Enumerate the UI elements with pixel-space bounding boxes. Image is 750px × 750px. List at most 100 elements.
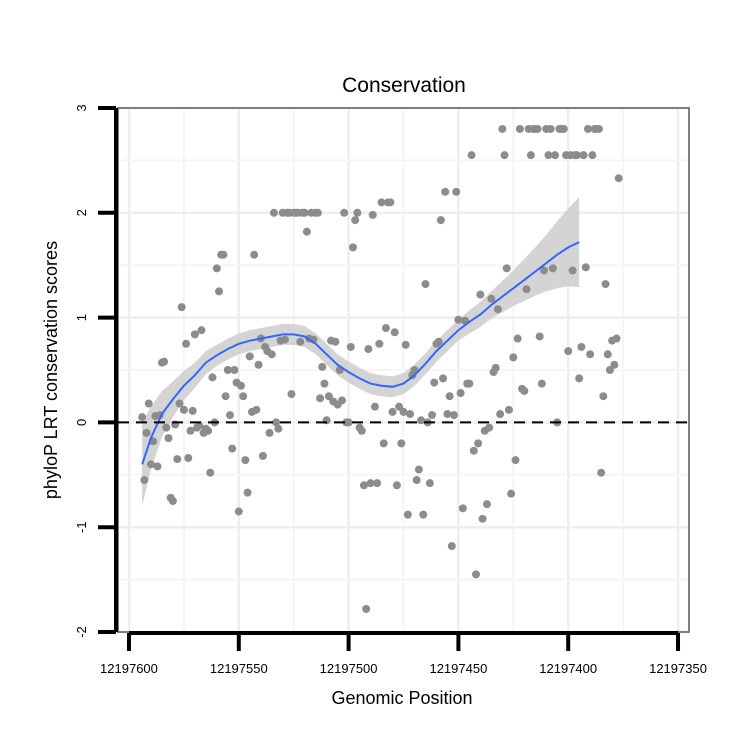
data-point <box>146 460 155 469</box>
x-axis-title: Genomic Position <box>331 688 472 708</box>
data-point <box>520 386 529 395</box>
data-point <box>230 366 239 374</box>
data-point <box>450 411 459 420</box>
data-point <box>577 342 586 351</box>
data-point <box>445 392 454 401</box>
data-point <box>474 439 483 448</box>
x-tick-label: 12197450 <box>429 661 487 676</box>
data-point <box>414 465 423 474</box>
data-point <box>375 339 384 348</box>
data-point <box>357 426 366 435</box>
data-point <box>491 363 500 372</box>
plot-panel <box>117 106 690 634</box>
data-point <box>465 379 474 388</box>
data-point <box>502 264 511 273</box>
data-point <box>351 216 360 225</box>
data-point <box>564 347 573 356</box>
data-point <box>430 378 439 387</box>
data-point <box>245 352 254 361</box>
x-tick-label: 12197600 <box>100 661 158 676</box>
y-tick-label: 0 <box>74 419 89 426</box>
data-point <box>476 290 485 299</box>
data-point <box>144 399 153 408</box>
y-tick-label: -1 <box>74 521 89 533</box>
data-point <box>265 428 274 437</box>
smooth-line-layer <box>141 241 580 465</box>
y-tick-label: 3 <box>74 104 89 111</box>
y-tick-label: 2 <box>74 209 89 216</box>
data-point <box>487 294 496 303</box>
chart-title: Conservation <box>342 74 466 97</box>
data-point <box>419 510 428 519</box>
data-point <box>401 340 410 349</box>
data-point <box>469 446 478 455</box>
data-point <box>346 342 355 351</box>
data-point <box>452 187 461 196</box>
data-point <box>236 381 245 390</box>
data-point <box>572 151 581 160</box>
data-point <box>223 366 232 374</box>
data-point <box>526 151 535 160</box>
y-tick-label: -2 <box>74 626 89 638</box>
data-point <box>366 479 375 488</box>
data-point <box>597 468 606 477</box>
data-point <box>287 390 296 399</box>
data-point <box>160 357 169 366</box>
data-point <box>184 454 193 463</box>
data-point <box>318 362 327 371</box>
data-point <box>425 479 434 488</box>
data-point <box>228 444 237 453</box>
data-point <box>359 481 368 490</box>
data-point <box>348 243 357 252</box>
data-point <box>612 334 621 343</box>
data-point <box>138 413 147 422</box>
data-point <box>392 481 401 490</box>
data-point <box>212 264 221 273</box>
data-point <box>522 285 531 294</box>
data-point <box>498 124 507 133</box>
data-point <box>190 330 199 339</box>
data-point <box>467 151 476 160</box>
data-point <box>447 542 456 551</box>
confidence-band-layer <box>142 197 580 507</box>
data-point <box>540 266 549 275</box>
data-point <box>478 514 487 523</box>
data-point <box>267 350 276 359</box>
x-axis: 12197600 12197550 12197500 12197450 12197400… <box>100 631 707 676</box>
data-point <box>581 263 590 272</box>
data-point <box>182 339 191 348</box>
data-point <box>507 489 516 498</box>
data-point <box>140 476 149 485</box>
data-point <box>493 305 502 314</box>
data-point <box>195 421 204 430</box>
data-point <box>546 124 555 133</box>
data-point <box>412 476 421 485</box>
data-point <box>204 426 213 435</box>
data-point <box>599 392 608 401</box>
data-point <box>386 198 395 207</box>
data-point <box>594 124 603 133</box>
data-point <box>142 428 151 437</box>
data-point <box>406 410 415 419</box>
data-point <box>588 151 597 160</box>
data-point <box>548 264 557 273</box>
data-point <box>377 198 386 207</box>
data-point <box>234 507 243 516</box>
data-point <box>316 394 325 403</box>
data-point <box>320 379 329 388</box>
data-point <box>272 418 281 427</box>
data-point <box>362 604 371 613</box>
data-point <box>179 405 188 414</box>
data-point <box>370 402 379 411</box>
data-point <box>269 208 278 217</box>
data-point <box>544 151 553 160</box>
data-point <box>313 208 322 217</box>
data-point <box>443 410 452 419</box>
data-point <box>504 405 513 414</box>
data-point <box>458 504 467 513</box>
data-point <box>601 280 610 289</box>
data-point <box>368 210 377 219</box>
data-point <box>388 407 397 416</box>
data-point <box>243 488 252 497</box>
